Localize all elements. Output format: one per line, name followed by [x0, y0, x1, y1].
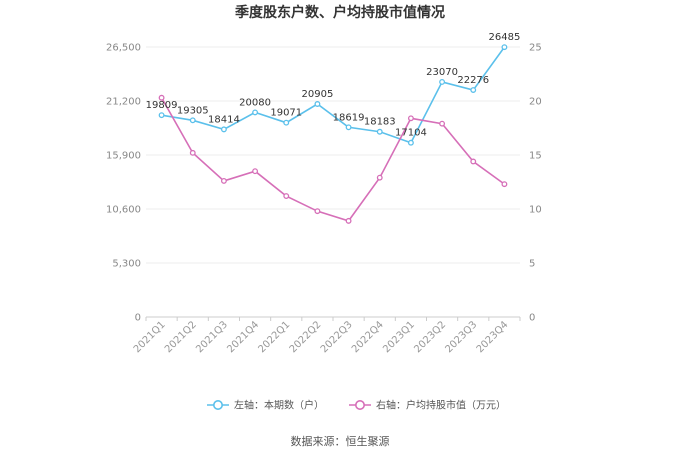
data-label: 18183 — [364, 117, 396, 128]
data-point[interactable] — [252, 168, 259, 175]
left-axis-tick-label: 5,300 — [112, 259, 141, 270]
left-axis-tick-label: 10,600 — [106, 205, 141, 216]
left-axis-tick-label: 26,500 — [106, 43, 141, 54]
data-label: 20905 — [302, 89, 334, 100]
data-label: 23070 — [426, 67, 458, 78]
data-label: 19305 — [177, 105, 209, 116]
right-axis-tick-label: 20 — [529, 97, 542, 108]
left-axis-tick-label: 21,200 — [106, 97, 141, 108]
data-label: 18619 — [333, 112, 365, 123]
data-point[interactable] — [470, 87, 477, 93]
x-axis-tick-label: 2022Q1 — [257, 319, 293, 355]
data-point[interactable] — [439, 120, 446, 127]
data-point[interactable] — [314, 101, 321, 107]
legend-marker-icon — [354, 399, 365, 410]
x-axis-tick-label: 2023Q3 — [444, 319, 480, 355]
series-layer — [158, 44, 508, 224]
data-point[interactable] — [283, 119, 290, 126]
data-point[interactable] — [345, 217, 352, 224]
data-point[interactable] — [220, 126, 227, 133]
data-point[interactable] — [376, 128, 383, 135]
data-label: 19809 — [146, 100, 178, 111]
data-point[interactable] — [470, 158, 477, 165]
series-line-1 — [160, 97, 505, 222]
data-point[interactable] — [501, 44, 508, 51]
right-axis-tick-label: 5 — [529, 259, 535, 270]
data-point[interactable] — [189, 117, 196, 124]
data-label: 18414 — [208, 114, 240, 125]
right-axis-tick-label: 10 — [529, 205, 542, 216]
x-axis-tick-label: 2023Q4 — [475, 319, 511, 355]
legend[interactable]: 左轴：本期数（户） 右轴：户均持股市值（万元） — [207, 399, 506, 412]
source-note: 数据来源：恒生聚源 — [291, 434, 390, 448]
data-point[interactable] — [189, 149, 196, 156]
right-axis-tick-label: 15 — [529, 151, 542, 162]
data-point[interactable] — [407, 139, 414, 146]
x-axis-tick-label: 2021Q2 — [163, 319, 199, 355]
x-axis-tick-label: 2021Q3 — [194, 319, 230, 355]
legend-label: 右轴：户均持股市值（万元） — [376, 399, 506, 412]
x-axis-tick-label: 2021Q4 — [225, 319, 261, 355]
data-label: 26485 — [489, 32, 521, 43]
right-axis-tick-label: 0 — [529, 313, 535, 324]
x-axis-tick-label: 2023Q2 — [412, 319, 448, 355]
data-label: 19071 — [270, 108, 302, 119]
legend-item-1[interactable]: 右轴：户均持股市值（万元） — [349, 399, 506, 412]
legend-item-0[interactable]: 左轴：本期数（户） — [207, 399, 324, 412]
data-point[interactable] — [283, 193, 290, 199]
x-axis-tick-label: 2021Q1 — [132, 319, 168, 355]
chart-title: 季度股东户数、户均持股市值情况 — [234, 4, 445, 21]
data-point[interactable] — [439, 78, 446, 85]
data-point[interactable] — [376, 174, 383, 181]
legend-label: 左轴：本期数（户） — [234, 399, 324, 412]
data-point[interactable] — [252, 109, 259, 116]
data-point[interactable] — [501, 181, 508, 188]
data-point[interactable] — [220, 177, 227, 184]
series-line-0 — [161, 46, 506, 144]
data-label: 22276 — [457, 75, 489, 86]
left-axis-tick-label: 15,900 — [106, 151, 141, 162]
x-axis-tick-label: 2022Q4 — [350, 319, 386, 355]
right-axis-tick-label: 25 — [529, 43, 542, 54]
x-axis-tick-label: 2022Q2 — [288, 319, 324, 355]
data-label: 20080 — [239, 97, 271, 108]
data-point[interactable] — [314, 208, 321, 215]
legend-marker-icon — [213, 399, 224, 410]
x-axis-tick-label: 2023Q1 — [381, 319, 417, 355]
x-axis-tick-label: 2022Q3 — [319, 319, 355, 355]
data-point[interactable] — [407, 115, 414, 122]
data-point[interactable] — [345, 124, 352, 131]
data-label: 17104 — [395, 128, 427, 139]
left-axis-tick-label: 0 — [135, 313, 141, 324]
data-point[interactable] — [158, 112, 165, 119]
data-point[interactable] — [158, 94, 165, 101]
